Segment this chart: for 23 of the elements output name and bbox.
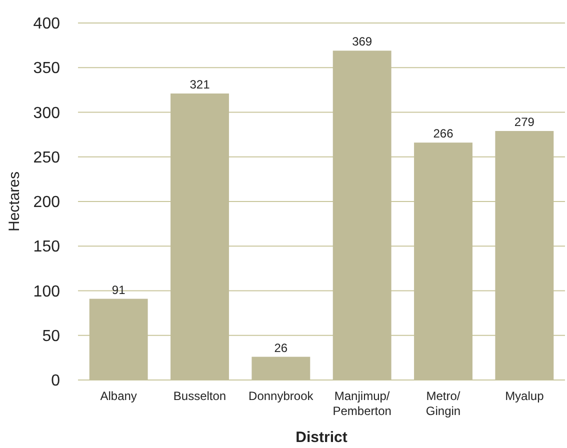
y-tick-label: 150 <box>33 238 60 256</box>
x-tick-label: Metro/Gingin <box>426 389 461 418</box>
data-label: 91 <box>112 282 126 297</box>
x-tick-label: Busselton <box>173 389 226 403</box>
y-tick-label: 250 <box>33 149 60 166</box>
y-tick-label: 300 <box>33 104 60 122</box>
y-axis-title: Hectares <box>6 171 23 232</box>
x-tick-label: Albany <box>100 389 137 403</box>
y-tick-label: 400 <box>33 16 60 33</box>
y-tick-label: 200 <box>33 194 60 212</box>
y-tick-label: 100 <box>33 283 60 300</box>
y-tick-label: 350 <box>33 60 60 78</box>
x-tick-label: Donnybrook <box>248 389 314 403</box>
data-label: 321 <box>190 78 210 92</box>
data-label: 279 <box>514 114 535 129</box>
y-tick-label: 0 <box>51 372 60 390</box>
y-tick-label: 50 <box>42 328 60 345</box>
data-label: 369 <box>352 34 372 49</box>
data-label: 266 <box>433 126 454 141</box>
x-axis-title: District <box>296 429 348 446</box>
data-label: 26 <box>274 340 288 355</box>
x-tick-label: Manjimup/Pemberton <box>332 389 392 418</box>
x-tick-label: Myalup <box>505 389 544 403</box>
